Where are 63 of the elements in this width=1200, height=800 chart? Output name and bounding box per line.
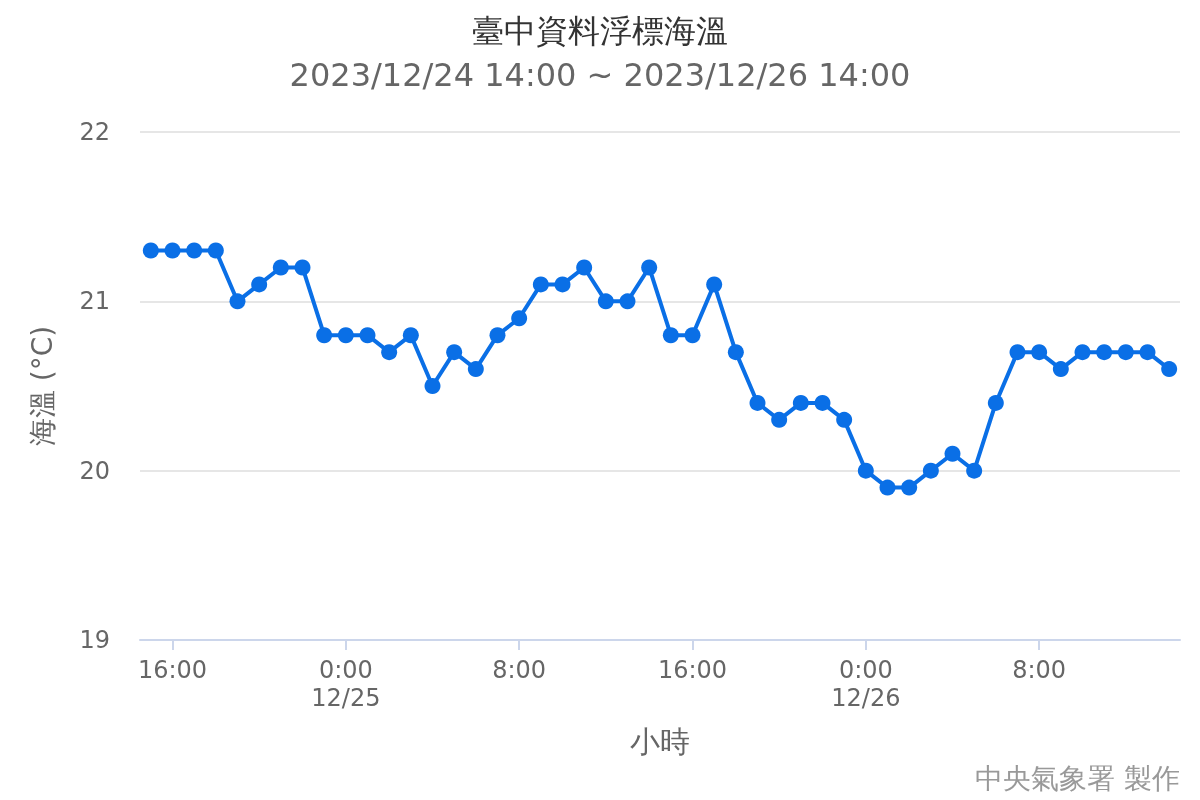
point xyxy=(576,259,593,276)
point xyxy=(272,259,289,276)
point xyxy=(294,259,311,276)
x-tick-label: 8:00 xyxy=(1012,656,1067,684)
point xyxy=(1009,344,1026,361)
point xyxy=(489,327,506,344)
point xyxy=(381,344,398,361)
point xyxy=(446,344,463,361)
point xyxy=(662,327,679,344)
point xyxy=(727,344,744,361)
point xyxy=(922,462,939,479)
chart-title: 臺中資料浮標海溫 xyxy=(472,12,728,50)
point xyxy=(684,327,701,344)
point xyxy=(467,361,484,378)
point xyxy=(532,276,549,293)
x-tick-label: 8:00 xyxy=(492,656,547,684)
point xyxy=(554,276,571,293)
point xyxy=(1139,344,1156,361)
y-tick-label: 22 xyxy=(79,118,110,146)
y-tick-label: 21 xyxy=(79,287,110,316)
x-tick-label: 0:00 12/25 xyxy=(311,656,381,712)
point xyxy=(749,394,766,411)
point xyxy=(1096,344,1113,361)
point xyxy=(207,242,224,259)
point xyxy=(1161,361,1178,378)
point xyxy=(814,394,831,411)
x-tick-label: 0:00 12/26 xyxy=(831,656,901,712)
point xyxy=(164,242,181,259)
point xyxy=(597,293,614,310)
point xyxy=(641,259,658,276)
point xyxy=(1117,344,1134,361)
chart-subtitle: 2023/12/24 14:00 ~ 2023/12/26 14:00 xyxy=(289,56,911,94)
point xyxy=(251,276,268,293)
point xyxy=(706,276,723,293)
point xyxy=(836,411,853,428)
point xyxy=(142,242,159,259)
y-axis-title: 海溫 (°C) xyxy=(25,325,59,447)
point xyxy=(987,394,1004,411)
point xyxy=(511,310,528,327)
text: 中央氣象署 製作 xyxy=(975,761,1181,795)
y-tick-label: 19 xyxy=(79,626,110,654)
point xyxy=(966,462,983,479)
point xyxy=(359,327,376,344)
point xyxy=(879,479,896,496)
x-tick-label: 16:00 xyxy=(657,656,728,684)
point xyxy=(229,293,246,310)
point xyxy=(337,327,354,344)
point xyxy=(771,411,788,428)
point xyxy=(944,445,961,462)
point xyxy=(402,327,419,344)
point xyxy=(792,394,809,411)
y-tick-label: 20 xyxy=(79,456,110,485)
point xyxy=(424,378,441,394)
x-tick-label: 16:00 xyxy=(137,656,208,684)
x-axis-title: 小時 xyxy=(630,723,690,759)
point xyxy=(186,242,203,259)
point xyxy=(316,327,333,344)
point xyxy=(1074,344,1091,361)
point xyxy=(901,479,918,496)
point xyxy=(1031,344,1048,361)
point xyxy=(1052,361,1069,378)
point xyxy=(857,462,874,479)
point xyxy=(619,293,636,310)
